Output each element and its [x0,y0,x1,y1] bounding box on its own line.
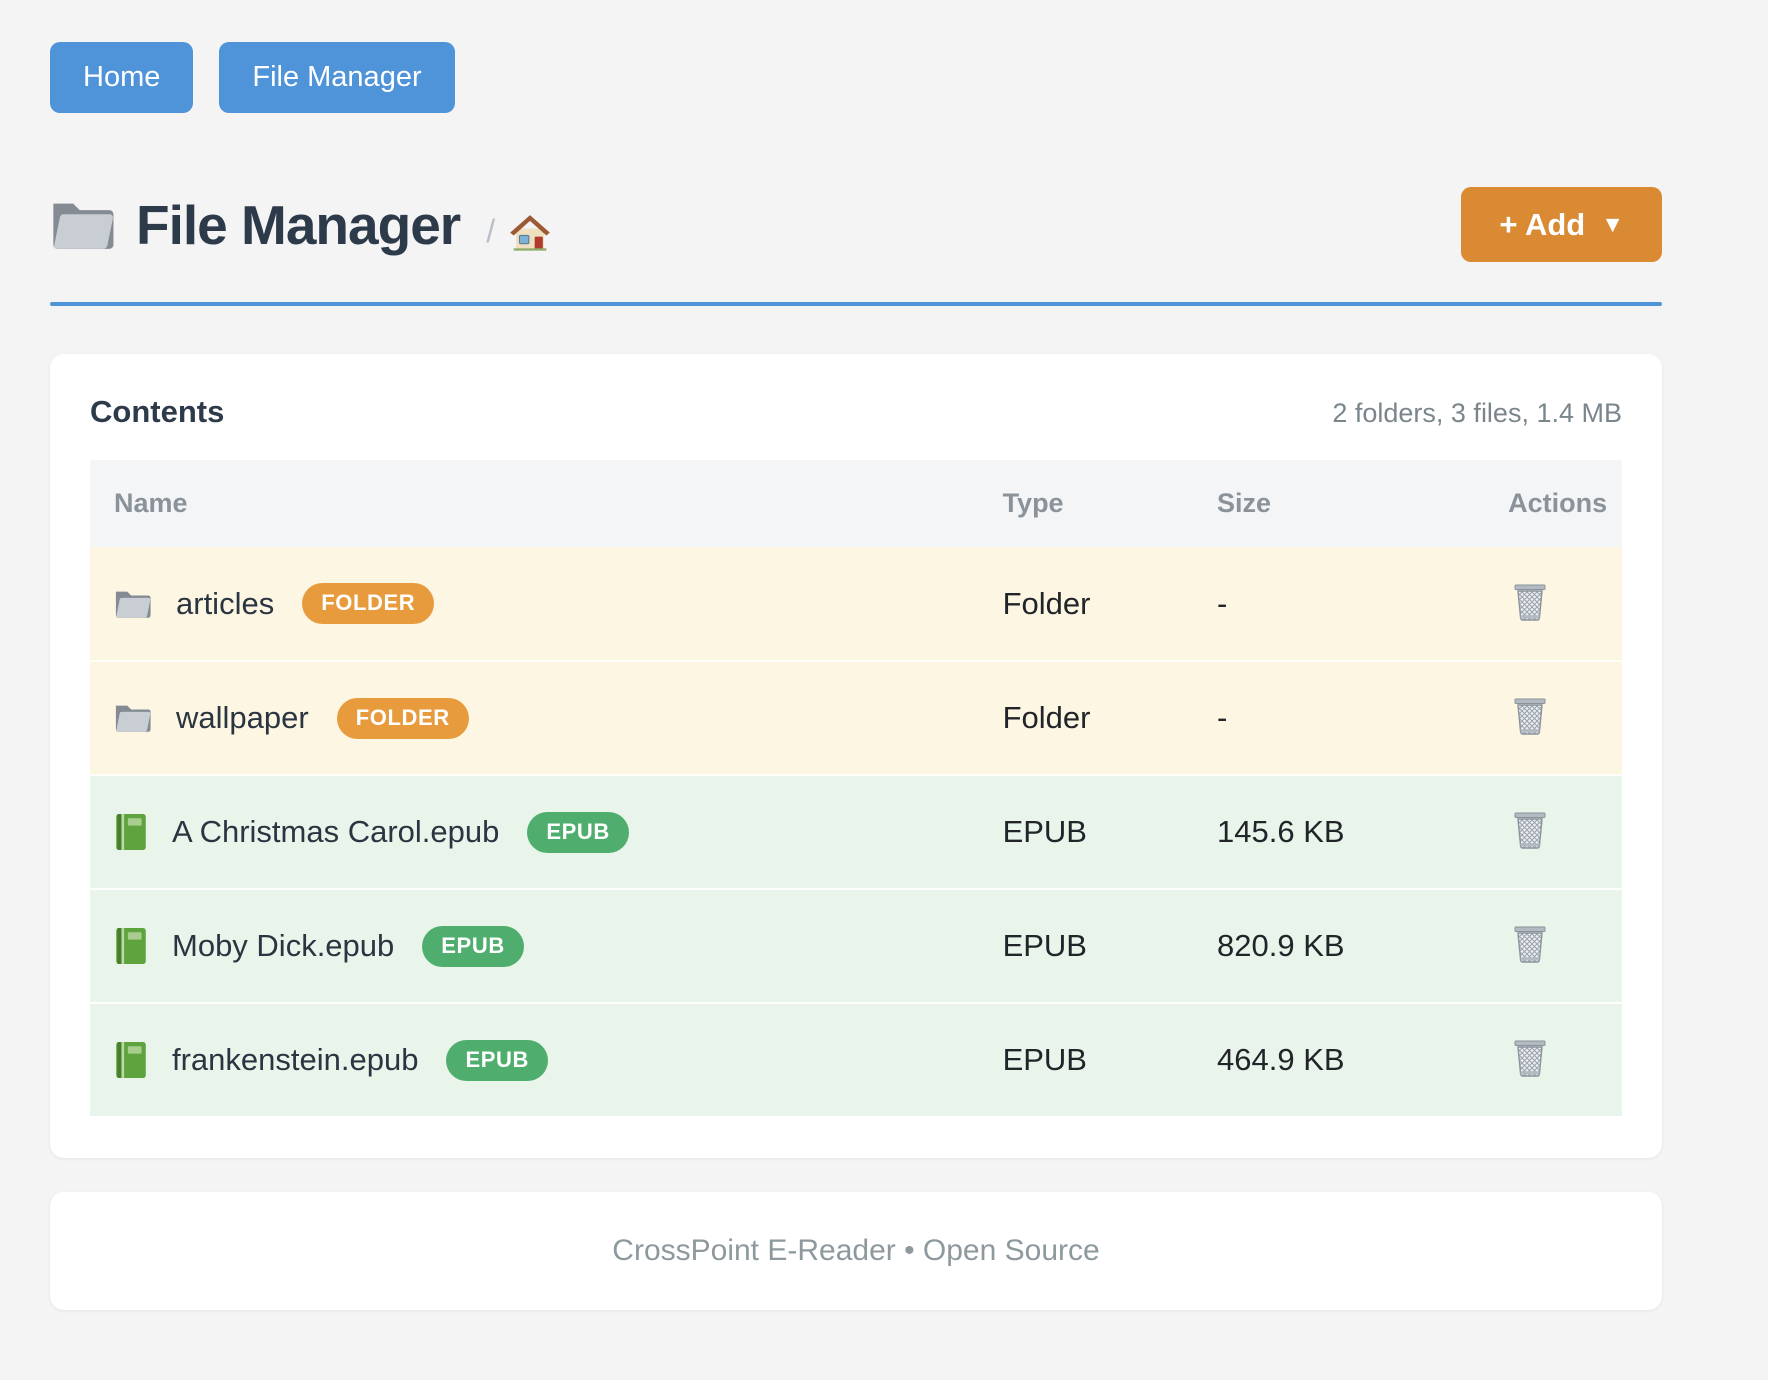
page: Home File Manager File Manager / [50,0,1662,1310]
file-type-badge: EPUB [422,925,524,967]
file-type-badge: EPUB [446,1039,548,1081]
table-row: Moby Dick.epub EPUB EPUB 820.9 KB [90,889,1622,1003]
delete-button[interactable] [1508,1033,1552,1083]
column-header-name: Name [90,460,979,547]
file-type: EPUB [1002,928,1087,963]
file-size: 820.9 KB [1217,928,1345,963]
file-size: - [1217,700,1228,735]
trash-icon [1512,698,1548,740]
green-book-icon [114,927,148,965]
column-header-type: Type [978,460,1194,547]
delete-button[interactable] [1508,691,1552,741]
table-row: A Christmas Carol.epub EPUB EPUB 145.6 K… [90,775,1622,889]
footer-card: CrossPoint E-Reader • Open Source [50,1192,1662,1310]
file-type: EPUB [1002,814,1087,849]
chevron-down-icon: ▼ [1601,211,1624,237]
file-type-badge: FOLDER [336,697,469,739]
add-button[interactable]: + Add ▼ [1461,187,1662,262]
delete-button[interactable] [1508,577,1552,627]
add-button-label: + Add [1499,207,1586,242]
page-header: File Manager / + Add ▼ [50,187,1662,262]
file-type: Folder [1002,585,1091,621]
page-title: File Manager [136,193,461,256]
file-name-link[interactable]: A Christmas Carol.epub [172,814,500,849]
green-book-icon [114,813,148,851]
file-size: 464.9 KB [1217,1042,1345,1077]
table-row: articles FOLDER Folder - [90,547,1622,661]
nav-button-home[interactable]: Home [50,42,194,113]
house-icon [509,214,551,255]
file-name-link[interactable]: wallpaper [176,700,309,735]
contents-table: Name Type Size Actions articles FOLDER [90,460,1622,1118]
file-name-link[interactable]: articles [176,585,275,621]
column-header-actions: Actions [1484,460,1622,547]
top-nav: Home File Manager [50,42,1662,113]
file-name-link[interactable]: frankenstein.epub [172,1042,419,1077]
accent-divider [50,302,1662,306]
file-type-badge: EPUB [527,811,629,853]
delete-button[interactable] [1508,919,1552,969]
file-type-badge: FOLDER [302,583,435,624]
contents-card: Contents 2 folders, 3 files, 1.4 MB Name… [50,354,1662,1158]
breadcrumb: / [486,212,551,252]
delete-button[interactable] [1508,805,1552,855]
file-size: - [1217,585,1228,621]
file-type: Folder [1002,700,1091,735]
trash-icon [1512,584,1548,626]
nav-button-file-manager[interactable]: File Manager [219,42,455,113]
contents-summary: 2 folders, 3 files, 1.4 MB [1332,398,1622,428]
contents-table-body: articles FOLDER Folder - [90,547,1622,1117]
folder-icon [114,701,152,735]
folder-icon [114,587,152,621]
file-name-link[interactable]: Moby Dick.epub [172,928,395,963]
trash-icon [1512,812,1548,854]
contents-title: Contents [90,394,225,429]
footer-text: CrossPoint E-Reader • Open Source [612,1234,1100,1267]
breadcrumb-separator: / [486,213,496,249]
green-book-icon [114,1041,148,1079]
trash-icon [1512,926,1548,968]
file-type: EPUB [1002,1042,1087,1077]
table-row: frankenstein.epub EPUB EPUB 464.9 KB [90,1003,1622,1117]
column-header-size: Size [1193,460,1485,547]
folder-icon [50,197,116,253]
file-size: 145.6 KB [1217,814,1345,849]
trash-icon [1512,1040,1548,1082]
table-row: wallpaper FOLDER Folder - [90,661,1622,775]
breadcrumb-home-link[interactable] [509,212,551,252]
